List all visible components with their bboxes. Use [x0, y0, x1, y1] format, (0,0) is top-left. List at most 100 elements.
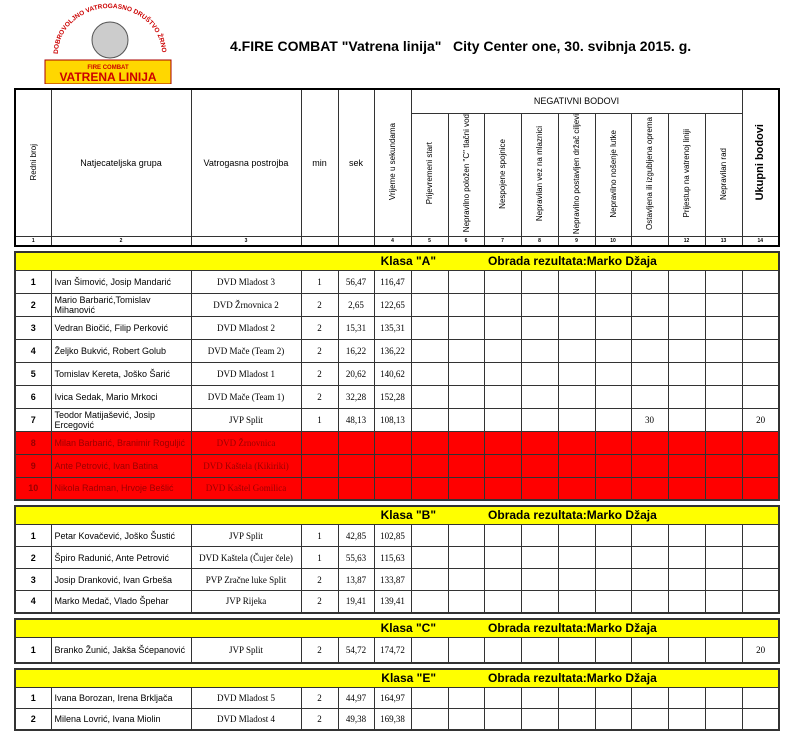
table-row: 1 Ivan Šimović, Josip Mandarić DVD Mladost… [14, 269, 780, 294]
neg-bod [557, 590, 596, 614]
neg-bod [667, 636, 706, 664]
postrojba: DVD Mladost 5 [190, 687, 302, 710]
neg-bod [447, 636, 485, 664]
neg-bod [704, 524, 743, 548]
header-neg-5: Nepravilno postavljen držač ciljevi [557, 112, 596, 237]
column-number: 4 [373, 235, 412, 247]
neg-bod [483, 292, 522, 317]
neg-empty [410, 546, 449, 570]
neg-bod [594, 524, 632, 548]
neg-bod [741, 476, 780, 501]
neg-bod [704, 338, 743, 363]
min: 2 [300, 708, 339, 731]
table-row: 8 Milan Barbarić, Branimir Roguljić DVD Žr… [14, 430, 780, 455]
neg-bod [667, 269, 706, 294]
neg-bod [594, 315, 632, 340]
neg-bod [630, 292, 669, 317]
neg-bod [447, 546, 485, 570]
natjecateljska-grupa: Petar Kovačević, Joško Šustić [50, 524, 192, 548]
neg-empty [410, 708, 449, 731]
sek: 42,85 [337, 524, 375, 548]
neg-bod [447, 524, 485, 548]
redni-broj: 4 [14, 338, 52, 363]
neg-bod: 30 [630, 407, 669, 432]
neg-bod [594, 361, 632, 386]
neg-bod [520, 338, 559, 363]
neg-bod [447, 384, 485, 409]
min: 2 [300, 636, 339, 664]
neg-bod [483, 708, 522, 731]
sek: 19,41 [337, 590, 375, 614]
neg-bod [704, 361, 743, 386]
postrojba: DVD Kaštela (Kikiriki) [190, 453, 302, 478]
neg-bod [594, 476, 632, 501]
sek: 32,28 [337, 384, 375, 409]
neg-bod [741, 269, 780, 294]
natjecateljska-grupa: Tomislav Kereta, Joško Šarić [50, 361, 192, 386]
results-table: Redni broj Natjecateljska grupa Vatrogas… [14, 88, 781, 731]
sek: 44,97 [337, 687, 375, 710]
header-grupa: Natjecateljska grupa [50, 88, 192, 237]
vrijeme: 115,63 [373, 546, 412, 570]
table-row: 4 Marko Medač, Vlado Špehar JVP Rijeka 2 19,… [14, 590, 780, 614]
neg-bod [520, 315, 559, 340]
min: 1 [300, 524, 339, 548]
neg-bod [667, 453, 706, 478]
neg-bod [483, 338, 522, 363]
neg-bod [483, 524, 522, 548]
neg-bod [667, 361, 706, 386]
table-row: 2 Milena Lovrić, Ivana Miolin DVD Mladost … [14, 708, 780, 731]
redni-broj: 2 [14, 292, 52, 317]
neg-bod [630, 568, 669, 592]
table-row: 2 Špiro Radunić, Ante Petrović DVD Kaštela… [14, 546, 780, 570]
header-neg-6: Nepravilno nošenje lutke [594, 112, 632, 237]
neg-bod [594, 590, 632, 614]
natjecateljska-grupa: Milan Barbarić, Branimir Roguljić [50, 430, 192, 455]
min [300, 453, 339, 478]
column-number: 1 [14, 235, 52, 247]
neg-bod [741, 524, 780, 548]
natjecateljska-grupa: Nikola Radman, Hrvoje Bešlić [50, 476, 192, 501]
column-number: 8 [520, 235, 559, 247]
header-neg-7: Ostavljena ili izgubljena oprema [630, 112, 669, 237]
neg-bod [520, 590, 559, 614]
obrada-label: Obrada rezultata:Marko Džaja [448, 618, 780, 638]
header-redni: Redni broj [14, 88, 52, 237]
neg-bod [447, 407, 485, 432]
natjecateljska-grupa: Ante Petrović, Ivan Batina [50, 453, 192, 478]
neg-bod [630, 524, 669, 548]
column-number [337, 235, 375, 247]
redni-broj: 7 [14, 407, 52, 432]
neg-bod [704, 687, 743, 710]
vrijeme: 135,31 [373, 315, 412, 340]
header-min: min [300, 88, 339, 237]
neg-bod [630, 384, 669, 409]
sek: 54,72 [337, 636, 375, 664]
vrijeme: 122,65 [373, 292, 412, 317]
header-neg-3: Nespojene spojnice [483, 112, 522, 237]
postrojba: JVP Split [190, 524, 302, 548]
min: 1 [300, 546, 339, 570]
neg-bod [483, 407, 522, 432]
neg-bod [594, 430, 632, 455]
postrojba: DVD Kaštel Gomilica [190, 476, 302, 501]
neg-bod [557, 430, 596, 455]
neg-bod [741, 338, 780, 363]
neg-bod [704, 546, 743, 570]
neg-empty [410, 453, 449, 478]
neg-bod [704, 636, 743, 664]
redni-broj: 2 [14, 546, 52, 570]
redni-broj: 3 [14, 315, 52, 340]
neg-bod [557, 524, 596, 548]
neg-bod [520, 361, 559, 386]
vrijeme: 152,28 [373, 384, 412, 409]
neg-bod [557, 384, 596, 409]
neg-empty [410, 361, 449, 386]
min [300, 430, 339, 455]
redni-broj: 5 [14, 361, 52, 386]
table-row: 7 Teodor Matijašević, Josip Ercegović JVP … [14, 407, 780, 432]
neg-bod [704, 708, 743, 731]
neg-empty [410, 407, 449, 432]
column-number: 3 [190, 235, 302, 247]
table-row: 3 Josip Dranković, Ivan Grbeša PVP Zračne … [14, 568, 780, 592]
